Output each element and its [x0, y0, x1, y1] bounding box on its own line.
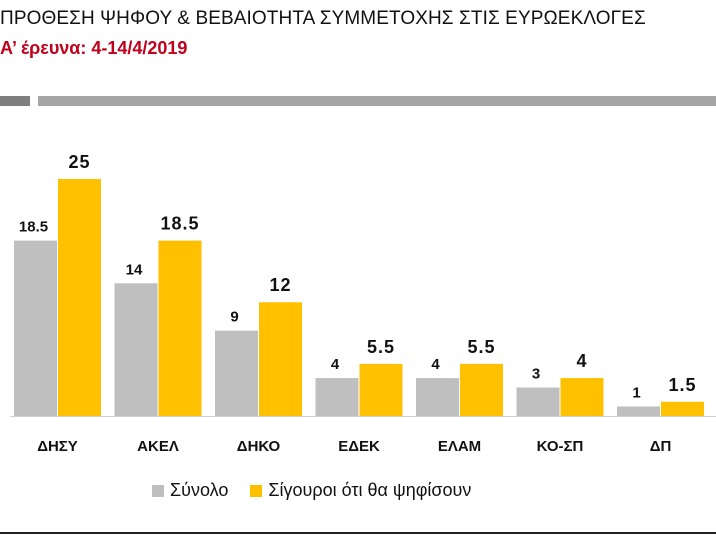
- data-label-sure-2: 12: [269, 275, 291, 295]
- bar-total-6: [617, 406, 660, 416]
- bar-sure-0: [58, 179, 101, 416]
- data-label-total-6: 1: [632, 385, 640, 402]
- legend-item-total: Σύνολο: [152, 480, 228, 501]
- bar-total-1: [114, 283, 158, 416]
- data-label-sure-0: 25: [68, 152, 90, 172]
- legend-label-sure: Σίγουροι ότι θα ψηφίσουν: [268, 480, 472, 500]
- category-label-3: ΕΔΕΚ: [338, 438, 380, 455]
- bar-total-5: [516, 387, 560, 416]
- bar-sure-1: [158, 240, 202, 416]
- data-label-sure-4: 5.5: [467, 337, 495, 357]
- bar-total-3: [315, 378, 359, 416]
- category-label-2: ΔΗΚΟ: [237, 438, 281, 455]
- bottom-border: [0, 532, 716, 534]
- chart-title: ΠΡΟΘΕΣΗ ΨΗΦΟΥ & ΒΕΒΑΙΟΤΗΤΑ ΣΥΜΜΕΤΟΧΗΣ ΣΤ…: [0, 8, 646, 29]
- data-label-sure-5: 4: [576, 351, 587, 371]
- data-label-total-5: 3: [532, 366, 540, 383]
- data-label-total-1: 14: [126, 261, 143, 278]
- bar-sure-5: [560, 378, 604, 416]
- data-label-sure-6: 1.5: [668, 375, 696, 395]
- legend: Σύνολο Σίγουροι ότι θα ψηφίσουν: [152, 480, 493, 501]
- bar-total-4: [416, 378, 459, 416]
- data-label-total-2: 9: [230, 309, 238, 326]
- bar-sure-3: [359, 363, 403, 416]
- chart-subtitle: Α’ έρευνα: 4-14/4/2019: [0, 38, 188, 58]
- data-label-total-3: 4: [331, 356, 340, 373]
- header-rule-dark: [0, 96, 30, 106]
- category-label-6: ΔΠ: [650, 438, 672, 455]
- legend-swatch-sure: [250, 484, 263, 497]
- bar-sure-2: [259, 302, 302, 416]
- header-rule-light: [38, 96, 716, 106]
- data-label-total-4: 4: [431, 356, 440, 373]
- data-label-total-0: 18.5: [19, 219, 48, 236]
- bar-sure-6: [661, 401, 704, 416]
- category-label-1: ΑΚΕΛ: [137, 438, 179, 455]
- category-label-4: ΕΛΑΜ: [438, 438, 481, 455]
- bar-total-2: [215, 330, 258, 416]
- bar-total-0: [14, 240, 57, 416]
- data-label-sure-1: 18.5: [160, 214, 199, 234]
- category-label-0: ΔΗΣΥ: [37, 438, 78, 455]
- legend-item-sure: Σίγουροι ότι θα ψηφίσουν: [250, 480, 471, 501]
- data-label-sure-3: 5.5: [367, 337, 395, 357]
- legend-label-total: Σύνολο: [170, 480, 229, 500]
- bar-sure-4: [460, 363, 503, 416]
- legend-swatch-total: [152, 484, 164, 497]
- category-label-5: ΚΟ-ΣΠ: [537, 438, 584, 455]
